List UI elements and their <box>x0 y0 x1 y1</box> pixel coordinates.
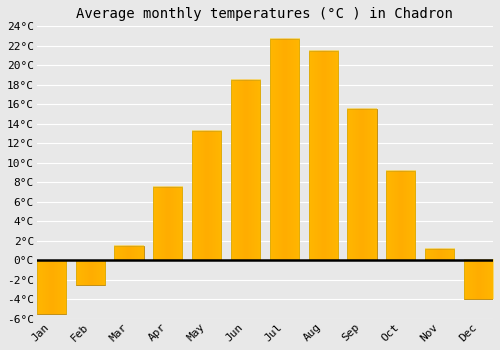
Bar <box>348 109 376 260</box>
Bar <box>464 260 493 299</box>
Bar <box>76 260 104 285</box>
Bar <box>192 131 221 260</box>
Bar <box>270 39 299 260</box>
Bar <box>308 51 338 260</box>
Bar <box>386 171 416 260</box>
Bar <box>425 248 454 260</box>
Title: Average monthly temperatures (°C ) in Chadron: Average monthly temperatures (°C ) in Ch… <box>76 7 454 21</box>
Bar <box>153 187 182 260</box>
Bar <box>36 260 66 314</box>
Bar <box>231 80 260 260</box>
Bar <box>114 246 144 260</box>
